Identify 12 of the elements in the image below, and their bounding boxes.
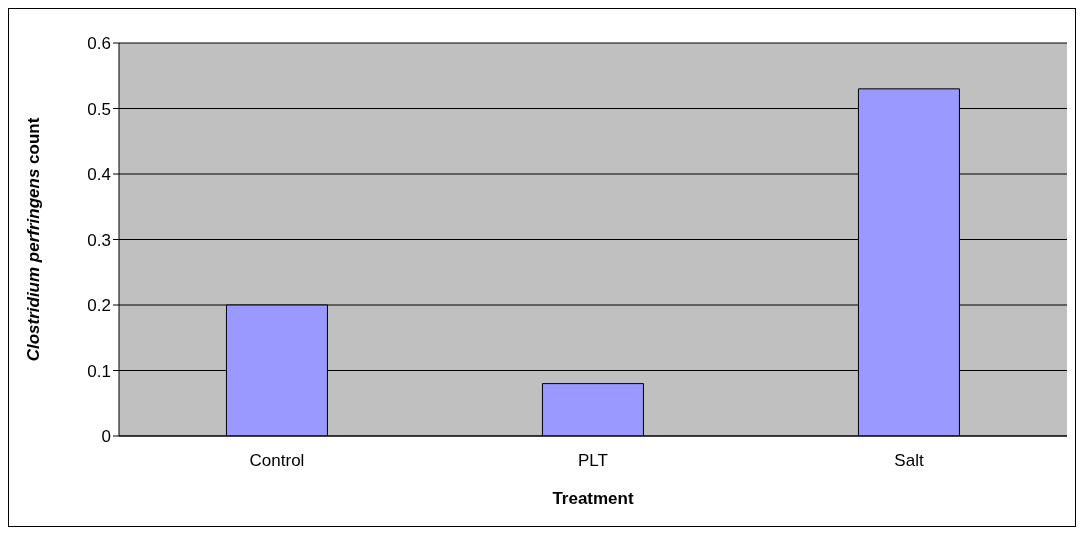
x-tick-label: Control bbox=[249, 451, 305, 471]
y-tick-label: 0.5 bbox=[87, 99, 111, 119]
x-axis-title: Treatment bbox=[552, 489, 634, 508]
y-tick-label: 0.6 bbox=[87, 34, 111, 54]
x-tick-label: PLT bbox=[578, 451, 608, 471]
x-tick-label: Salt bbox=[894, 451, 924, 471]
y-tick-label: 0 bbox=[101, 427, 111, 447]
y-tick-label: 0.1 bbox=[87, 361, 111, 381]
y-tick-label: 0.2 bbox=[87, 296, 111, 316]
y-tick-label: 0.4 bbox=[87, 165, 111, 185]
y-tick-label: 0.3 bbox=[87, 230, 111, 250]
y-axis-title: Clostridium perfringens count bbox=[23, 117, 43, 362]
